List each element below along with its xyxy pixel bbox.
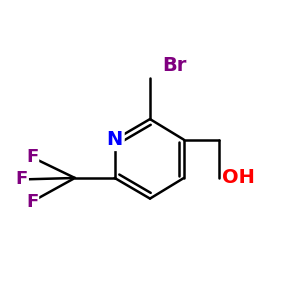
Text: OH: OH	[222, 169, 255, 188]
Text: F: F	[16, 170, 28, 188]
Text: F: F	[26, 148, 38, 166]
Text: F: F	[26, 193, 38, 211]
Text: N: N	[106, 130, 123, 149]
Text: Br: Br	[162, 56, 186, 75]
